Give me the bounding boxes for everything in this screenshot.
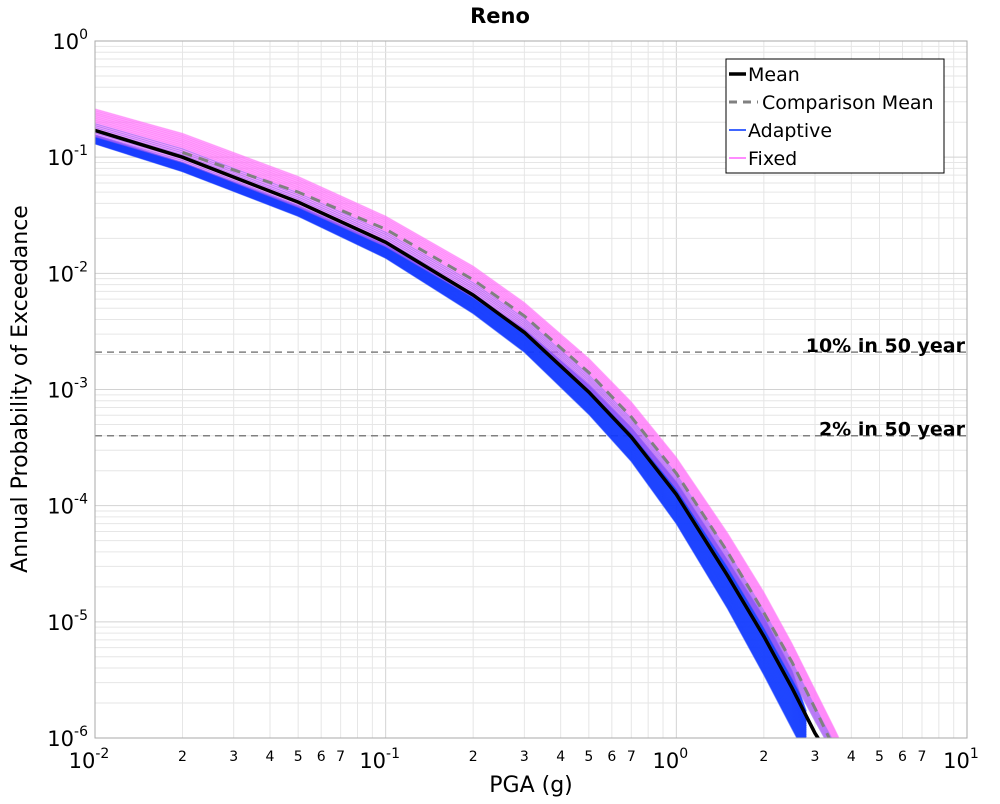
reference-line-label: 2% in 50 year	[819, 419, 966, 441]
adaptive-curve	[95, 138, 807, 731]
x-tick-label-minor: 6	[607, 749, 616, 765]
legend-label: Adaptive	[748, 120, 832, 142]
adaptive-curve	[95, 140, 805, 738]
adaptive-curve	[95, 142, 802, 738]
x-tick-label-minor: 4	[266, 749, 275, 765]
reference-line-label: 10% in 50 year	[806, 335, 966, 357]
y-axis-label: Annual Probability of Exceedance	[8, 205, 33, 573]
adaptive-curve	[95, 136, 807, 721]
adaptive-curve	[95, 136, 807, 723]
y-tick-label: 10-3	[47, 376, 88, 403]
x-tick-label-minor: 2	[469, 749, 478, 765]
fixed-curve	[95, 108, 840, 738]
fixed-curve	[95, 121, 834, 738]
x-tick-label-minor: 5	[584, 749, 593, 765]
fixed-curve	[95, 134, 827, 738]
adaptive-curve	[95, 134, 807, 712]
fixed-curve	[95, 119, 835, 738]
fixed-curve	[95, 136, 826, 738]
x-tick-label-major: 100	[653, 746, 689, 773]
fixed-curve	[95, 125, 832, 738]
y-tick-label: 10-5	[47, 608, 88, 635]
x-tick-label-minor: 6	[317, 749, 326, 765]
adaptive-curve	[95, 139, 807, 738]
x-tick-label-minor: 2	[178, 749, 187, 765]
adaptive-curve	[95, 142, 801, 738]
adaptive-band	[95, 134, 807, 738]
y-tick-label: 10-6	[47, 724, 88, 751]
y-tick-label: 10-1	[47, 143, 88, 170]
adaptive-curve	[95, 137, 807, 725]
fixed-curve	[95, 112, 838, 738]
comparison-mean-line	[182, 150, 831, 738]
y-tick-label: 10-4	[47, 492, 88, 519]
x-tick-label-minor: 5	[875, 749, 884, 765]
series-group	[95, 108, 840, 738]
legend-item: Fixed	[729, 148, 797, 170]
adaptive-curve	[95, 142, 799, 738]
mean-line	[95, 128, 821, 738]
legend-item: Comparison Mean	[729, 92, 934, 114]
fixed-envelope	[95, 109, 839, 738]
adaptive-curve	[95, 140, 806, 738]
x-tick-label-minor: 7	[918, 749, 927, 765]
legend-item: Mean	[729, 64, 800, 86]
legend-label: Comparison Mean	[762, 92, 934, 114]
x-tick-label-minor: 7	[627, 749, 636, 765]
x-tick-label-minor: 3	[811, 749, 820, 765]
fixed-curve	[95, 128, 830, 738]
x-tick-label-major: 101	[943, 746, 979, 773]
fixed-curve	[95, 123, 833, 738]
y-tick-label: 100	[52, 27, 88, 54]
legend-label: Mean	[748, 64, 800, 86]
x-axis-label: PGA (g)	[489, 773, 573, 798]
y-tick-label: 10-2	[47, 259, 88, 286]
x-tick-label-minor: 4	[556, 749, 565, 765]
fixed-curve	[95, 130, 829, 738]
adaptive-curve	[95, 141, 804, 738]
fixed-band	[95, 108, 840, 738]
legend-item: Adaptive	[729, 120, 832, 142]
x-tick-label-minor: 6	[898, 749, 907, 765]
x-tick-label-minor: 5	[294, 749, 303, 765]
legend-label: Fixed	[748, 148, 797, 170]
fixed-curve	[95, 132, 828, 738]
x-tick-label-major: 10-2	[69, 746, 110, 773]
adaptive-curve	[95, 135, 807, 718]
plot-frame	[94, 40, 968, 739]
legend-box	[725, 58, 945, 174]
adaptive-curve	[95, 139, 807, 735]
adaptive-envelope	[95, 135, 807, 738]
fixed-curve	[95, 110, 839, 738]
fixed-curve	[95, 113, 837, 738]
fixed-curve	[95, 115, 837, 738]
fixed-curve	[95, 117, 836, 738]
x-tick-label-minor: 3	[229, 749, 238, 765]
x-tick-label-minor: 2	[759, 749, 768, 765]
adaptive-curve	[95, 137, 807, 727]
x-tick-label-minor: 4	[847, 749, 856, 765]
legend: Mean Comparison Mean Adaptive Fixed	[725, 58, 945, 174]
adaptive-curve	[95, 135, 807, 716]
chart-title: Reno	[470, 4, 530, 28]
x-tick-label-major: 10-1	[359, 746, 400, 773]
x-tick-label-minor: 3	[520, 749, 529, 765]
x-tick-label-minor: 7	[336, 749, 345, 765]
